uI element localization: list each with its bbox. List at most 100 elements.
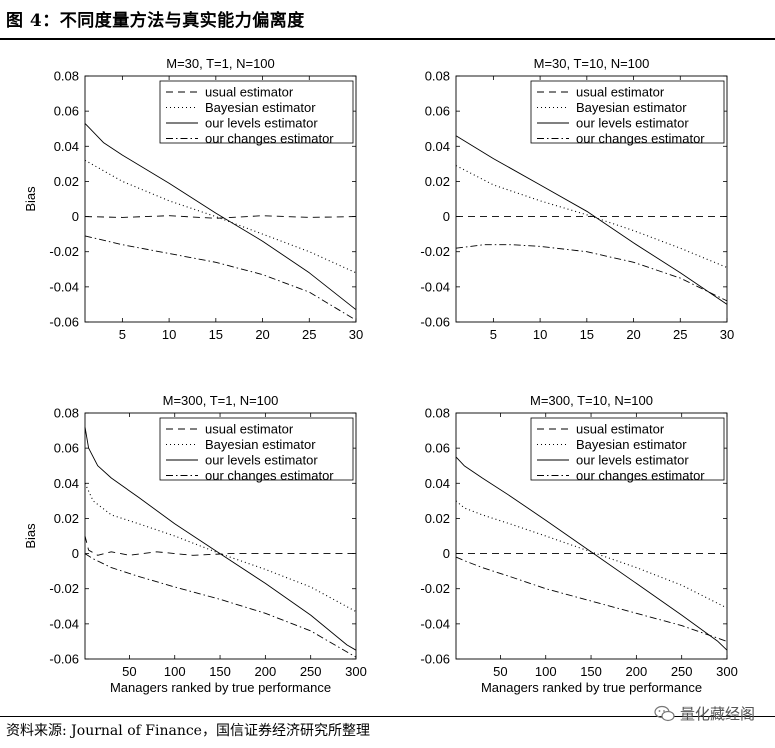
legend-label: usual estimator xyxy=(576,422,665,437)
legend-label: usual estimator xyxy=(205,85,294,100)
series-line-our-levels-estimator xyxy=(84,123,357,311)
series-line-our-changes-estimator xyxy=(84,553,357,658)
x-tick-label: 100 xyxy=(535,664,557,679)
y-tick-label: 0.04 xyxy=(54,139,79,154)
x-tick-label: 300 xyxy=(716,664,738,679)
x-tick-label: 250 xyxy=(300,664,322,679)
y-tick-label: -0.02 xyxy=(420,244,450,259)
series-line-our-levels-estimator xyxy=(455,456,728,651)
y-tick-label: 0 xyxy=(443,209,450,224)
chart-title: M=300, T=1, N=100 xyxy=(163,393,279,408)
x-tick-label: 25 xyxy=(302,327,316,342)
x-tick-label: 25 xyxy=(673,327,687,342)
x-tick-label: 200 xyxy=(626,664,648,679)
legend-label: our changes estimator xyxy=(205,131,334,146)
legend-box xyxy=(159,417,354,481)
x-tick-label: 10 xyxy=(162,327,176,342)
chart-panel-4: M=300, T=10, N=100 -0.06 -0.04 -0.02 0 0.02 0.… xyxy=(420,393,737,695)
legend-label: our changes estimator xyxy=(576,468,705,483)
series-line-usual-estimator xyxy=(84,215,357,219)
chart-title: M=300, T=10, N=100 xyxy=(530,393,653,408)
x-tick-label: 150 xyxy=(209,664,231,679)
x-tick-label: 5 xyxy=(490,327,497,342)
chart-panel-2: M=30, T=10, N=100 -0.06 -0.04 -0.02 0 0.02 0.0… xyxy=(420,56,734,342)
series-line-usual-estimator xyxy=(84,535,356,556)
x-axis-label: Managers ranked by true performance xyxy=(481,680,702,695)
x-axis-label: Managers ranked by true performance xyxy=(110,680,331,695)
legend-box xyxy=(530,80,725,144)
x-tick-label: 150 xyxy=(580,664,602,679)
x-tick-label: 15 xyxy=(580,327,594,342)
x-tick-label: 30 xyxy=(720,327,734,342)
y-tick-label: -0.02 xyxy=(49,581,79,596)
chart-title: M=30, T=1, N=100 xyxy=(166,56,275,71)
y-tick-label: 0.02 xyxy=(425,174,450,189)
series-line-our-changes-estimator xyxy=(455,244,728,302)
legend-label: usual estimator xyxy=(205,422,294,437)
legend-label: our levels estimator xyxy=(205,453,318,468)
y-tick-label: 0.04 xyxy=(54,476,79,491)
y-tick-label: 0.04 xyxy=(425,139,450,154)
y-tick-label: -0.02 xyxy=(49,244,79,259)
x-tick-label: 15 xyxy=(209,327,223,342)
y-tick-label: 0.02 xyxy=(425,511,450,526)
y-tick-label: 0.08 xyxy=(425,69,450,84)
x-tick-label: 100 xyxy=(164,664,186,679)
y-tick-label: 0.08 xyxy=(54,406,79,421)
watermark: 量化藏经阁 xyxy=(654,703,755,724)
y-tick-label: -0.02 xyxy=(420,581,450,596)
legend-label: usual estimator xyxy=(576,85,665,100)
watermark-text: 量化藏经阁 xyxy=(679,706,755,723)
y-tick-label: 0 xyxy=(72,209,79,224)
legend-box xyxy=(530,417,725,481)
x-tick-label: 20 xyxy=(255,327,269,342)
series-line-our-levels-estimator xyxy=(455,135,728,305)
x-tick-label: 250 xyxy=(671,664,693,679)
y-tick-label: -0.06 xyxy=(420,652,450,667)
series-line-our-levels-estimator xyxy=(84,427,357,651)
legend-label: Bayesian estimator xyxy=(205,100,316,115)
y-tick-label: -0.04 xyxy=(420,279,450,294)
legend-box xyxy=(159,80,354,144)
legend-label: our levels estimator xyxy=(576,116,689,131)
source-note: 资料来源: Journal of Finance，国信证券经济研究所整理 xyxy=(6,723,370,739)
y-tick-label: 0.04 xyxy=(425,476,450,491)
y-tick-label: -0.04 xyxy=(420,616,450,631)
legend-label: our changes estimator xyxy=(576,131,705,146)
figure-title: 图 4：不同度量方法与真实能力偏离度 xyxy=(6,11,305,31)
chart-panel-3: M=300, T=1, N=100 -0.06 -0.04 -0.02 0 0.02 0.0… xyxy=(23,393,367,695)
y-tick-label: 0.02 xyxy=(54,511,79,526)
legend-label: our levels estimator xyxy=(576,453,689,468)
x-tick-label: 50 xyxy=(493,664,507,679)
top-rule xyxy=(0,38,775,40)
y-tick-label: -0.04 xyxy=(49,616,79,631)
y-tick-label: 0.08 xyxy=(425,406,450,421)
x-tick-label: 50 xyxy=(122,664,136,679)
y-axis-label: Bias xyxy=(23,186,38,212)
y-tick-label: -0.04 xyxy=(49,279,79,294)
y-axis-label: Bias xyxy=(23,523,38,549)
wechat-icon xyxy=(654,705,675,721)
legend-label: Bayesian estimator xyxy=(205,437,316,452)
legend-label: our levels estimator xyxy=(205,116,318,131)
legend-label: our changes estimator xyxy=(205,468,334,483)
y-tick-label: -0.06 xyxy=(49,652,79,667)
x-tick-label: 10 xyxy=(533,327,547,342)
y-tick-label: 0.06 xyxy=(54,104,79,119)
y-tick-label: 0.06 xyxy=(425,104,450,119)
y-tick-label: 0 xyxy=(443,546,450,561)
x-tick-label: 30 xyxy=(349,327,363,342)
y-tick-label: -0.06 xyxy=(420,315,450,330)
series-line-our-changes-estimator xyxy=(455,556,728,642)
charts-canvas: M=30, T=1, N=100 -0.06 -0.04 -0.02 0 0.02 0.04… xyxy=(23,56,738,695)
legend-label: Bayesian estimator xyxy=(576,437,687,452)
y-tick-label: 0.08 xyxy=(54,69,79,84)
y-tick-label: 0.02 xyxy=(54,174,79,189)
x-tick-label: 5 xyxy=(119,327,126,342)
y-tick-label: 0.06 xyxy=(54,441,79,456)
legend-label: Bayesian estimator xyxy=(576,100,687,115)
bottom-rule xyxy=(0,716,775,717)
x-tick-label: 20 xyxy=(626,327,640,342)
y-tick-label: 0 xyxy=(72,546,79,561)
chart-panel-1: M=30, T=1, N=100 -0.06 -0.04 -0.02 0 0.02 0.04… xyxy=(23,56,363,342)
